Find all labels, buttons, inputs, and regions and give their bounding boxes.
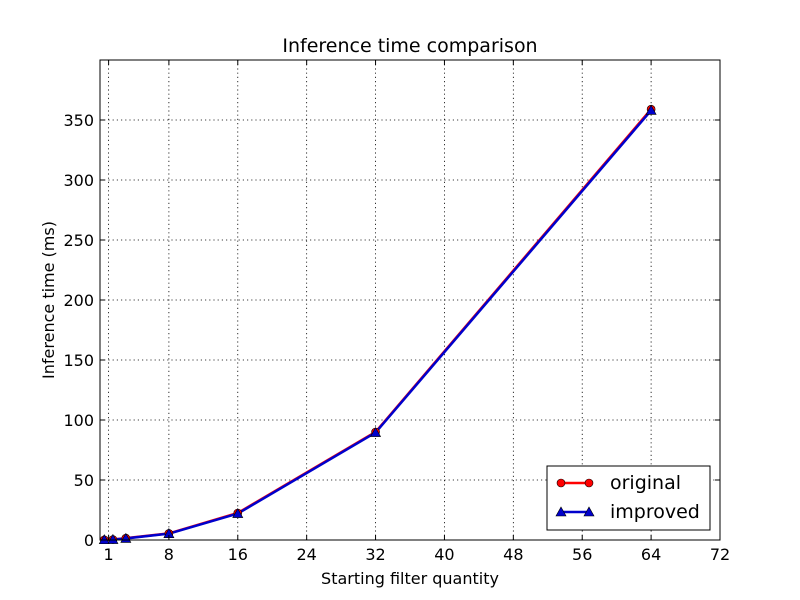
x-tick-label: 24 — [296, 545, 316, 564]
grid — [100, 60, 720, 540]
data-point-improved — [645, 104, 657, 115]
x-tick-label: 16 — [228, 545, 248, 564]
x-axis-label: Starting filter quantity — [321, 569, 499, 588]
legend-marker-original — [584, 478, 594, 488]
x-tick-label: 72 — [710, 545, 730, 564]
x-tick-label: 40 — [434, 545, 454, 564]
y-tick-label: 100 — [63, 411, 94, 430]
legend-marker-original — [556, 478, 566, 488]
y-axis-label: Inference time (ms) — [39, 221, 58, 379]
data-point-improved — [98, 534, 110, 545]
ticks: 1 8 16 24 32 40 48 56 64 72 0 50 100 150 200 250 300 350 — [63, 60, 730, 564]
chart-title: Inference time comparison — [282, 35, 537, 57]
data-point-improved — [232, 507, 244, 518]
x-tick-label: 48 — [503, 545, 523, 564]
y-tick-label: 50 — [74, 471, 94, 490]
legend-marker-improved — [583, 506, 595, 517]
y-tick-label: 250 — [63, 231, 94, 250]
data-point-improved — [370, 426, 382, 437]
legend-frame — [546, 465, 711, 531]
legend-label-improved: improved — [610, 501, 700, 523]
legend-marker-improved — [555, 506, 567, 517]
y-tick-label: 0 — [84, 531, 94, 550]
legend: original improved — [546, 465, 711, 531]
y-tick-label: 200 — [63, 291, 94, 310]
y-tick-label: 350 — [63, 111, 94, 130]
x-tick-label: 56 — [572, 545, 592, 564]
x-tick-label: 32 — [365, 545, 385, 564]
y-tick-label: 150 — [63, 351, 94, 370]
x-tick-label: 8 — [164, 545, 174, 564]
x-tick-label: 1 — [104, 545, 114, 564]
data-point-improved — [107, 533, 119, 544]
x-tick-label: 64 — [641, 545, 661, 564]
y-tick-label: 300 — [63, 171, 94, 190]
legend-label-original: original — [610, 472, 681, 494]
